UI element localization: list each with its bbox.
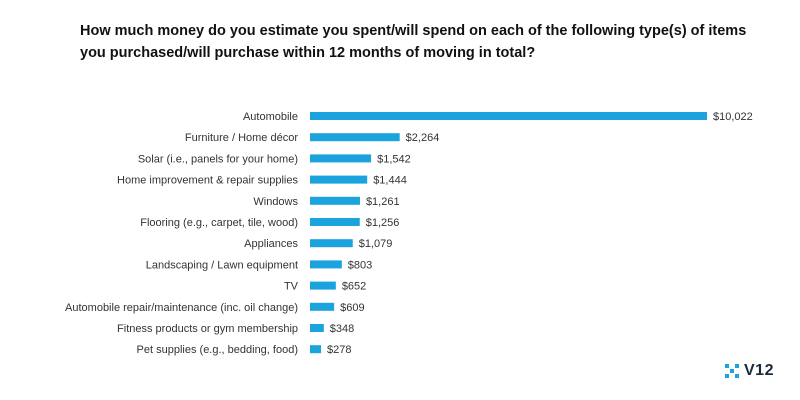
- category-label: Appliances: [244, 238, 298, 250]
- category-label: Automobile repair/maintenance (inc. oil …: [65, 302, 298, 314]
- bar: [310, 112, 707, 120]
- value-label: $278: [327, 344, 351, 356]
- bar: [310, 133, 400, 142]
- bar: [310, 218, 360, 226]
- checker-icon: [725, 364, 739, 378]
- bar: [310, 302, 335, 311]
- category-labels-group: Automobile Furniture / Home décor Solar (i…: [65, 111, 299, 356]
- logo-text: V12: [744, 362, 774, 379]
- brand-logo: V12: [725, 362, 774, 380]
- value-label: $1,256: [366, 217, 400, 229]
- category-label: Furniture / Home décor: [185, 132, 298, 144]
- value-label: $1,079: [359, 238, 393, 250]
- value-label: $803: [348, 259, 372, 271]
- bar: [310, 324, 324, 332]
- category-label: Solar (i.e., panels for your home): [138, 153, 298, 165]
- bars-group: [310, 112, 707, 354]
- value-label: $2,264: [406, 132, 440, 144]
- value-label: $348: [330, 323, 354, 335]
- chart-title: How much money do you estimate you spent…: [80, 23, 747, 61]
- category-label: TV: [284, 281, 299, 293]
- category-label: Windows: [253, 196, 298, 208]
- bar: [310, 345, 322, 354]
- value-labels-group: $10,022 $2,264 $1,542 $1,444 $1,261 $1,256 $1,…: [327, 111, 753, 356]
- value-label: $1,542: [377, 153, 411, 165]
- value-label: $1,261: [366, 196, 400, 208]
- category-label: Automobile: [243, 111, 298, 123]
- bar: [310, 260, 342, 269]
- value-label: $652: [342, 281, 366, 293]
- category-label: Home improvement & repair supplies: [117, 175, 298, 187]
- bar: [310, 196, 360, 205]
- bar: [310, 239, 353, 248]
- bar: [310, 175, 368, 184]
- value-label: $10,022: [713, 111, 753, 123]
- value-label: $609: [340, 302, 364, 314]
- category-label: Landscaping / Lawn equipment: [146, 259, 298, 271]
- value-label: $1,444: [373, 175, 407, 187]
- category-label: Flooring (e.g., carpet, tile, wood): [140, 217, 298, 229]
- category-label: Fitness products or gym membership: [117, 323, 298, 335]
- category-label: Pet supplies (e.g., bedding, food): [137, 344, 298, 356]
- bar: [310, 154, 372, 163]
- bar: [310, 281, 336, 290]
